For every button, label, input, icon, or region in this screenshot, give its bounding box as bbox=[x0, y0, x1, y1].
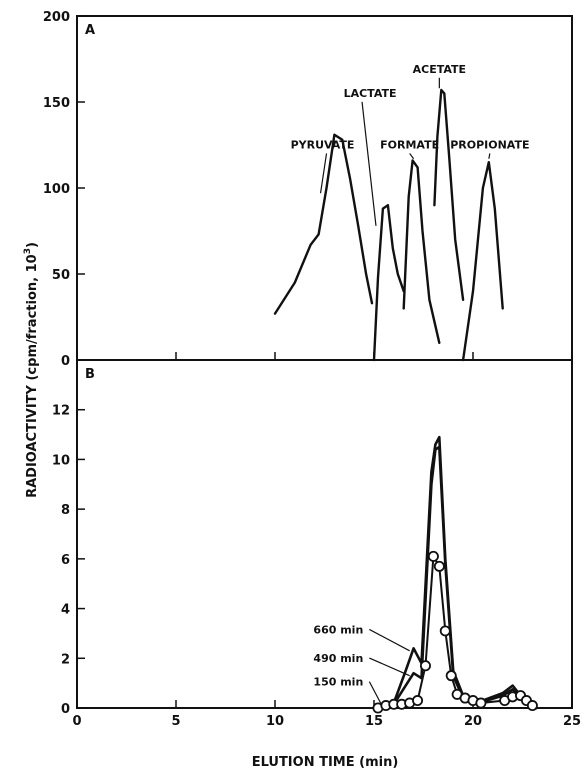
plot-frame bbox=[76, 359, 573, 709]
y-tick-label: 200 bbox=[43, 10, 70, 25]
data-point bbox=[412, 695, 424, 707]
x-tick-label: 15 bbox=[365, 714, 383, 729]
series-line-490-min bbox=[372, 445, 538, 710]
y-axis-label-exponent: 3 bbox=[23, 248, 33, 254]
series-line-acetate bbox=[433, 88, 465, 301]
x-tick-label: 20 bbox=[464, 714, 482, 729]
y-tick-label: 50 bbox=[52, 268, 70, 283]
series-line-660-min bbox=[372, 435, 538, 710]
panel-label: A bbox=[85, 23, 95, 38]
annotation-leader bbox=[488, 153, 491, 159]
series-line-formate bbox=[402, 159, 441, 344]
series-line-pyruvate bbox=[273, 133, 374, 315]
series-annotation: PYRUVATE bbox=[291, 138, 355, 151]
y-tick-label: 0 bbox=[61, 354, 70, 369]
annotation-leader bbox=[361, 101, 377, 226]
data-point bbox=[475, 697, 487, 709]
panel-b: 0 5 10 15 20 25 0 2 4 6 8 10 12 B 660 min 490 min 150 mi… bbox=[52, 359, 581, 729]
series-annotation: 490 min bbox=[313, 652, 363, 665]
series-annotation: FORMATE bbox=[380, 138, 439, 151]
annotation-leader bbox=[409, 153, 415, 160]
y-tick-label: 8 bbox=[61, 503, 70, 518]
series-line-lactate bbox=[372, 203, 405, 362]
annotation-leader bbox=[369, 628, 410, 652]
y-axis-label-close: ) bbox=[25, 242, 40, 248]
data-point bbox=[526, 700, 538, 712]
y-tick-label: 0 bbox=[61, 702, 70, 717]
series-annotation: PROPIONATE bbox=[450, 138, 529, 151]
y-axis-label-main: RADIOACTIVITY (cpm/fraction, 10 bbox=[25, 254, 40, 498]
y-tick-label: 6 bbox=[61, 553, 70, 568]
x-tick-label: 10 bbox=[266, 714, 284, 729]
y-axis-label: RADIOACTIVITY (cpm/fraction, 103) bbox=[23, 242, 40, 498]
panel-label: B bbox=[85, 367, 95, 382]
series-annotation: ACETATE bbox=[413, 63, 466, 76]
data-point bbox=[427, 550, 439, 562]
series-annotation: 150 min bbox=[313, 676, 363, 689]
y-tick-label: 12 bbox=[52, 404, 70, 419]
panel-a: 0 50 100 150 200 A PYRUVATE LACTATE FORMATE ACETA… bbox=[43, 10, 573, 369]
y-tick-label: 100 bbox=[43, 182, 70, 197]
y-tick-label: 4 bbox=[61, 603, 70, 618]
data-point bbox=[419, 660, 431, 672]
series-annotation: LACTATE bbox=[344, 87, 397, 100]
x-tick-label: 25 bbox=[563, 714, 581, 729]
annotation-leader bbox=[369, 657, 410, 677]
x-axis-label: ELUTION TIME (min) bbox=[252, 755, 399, 770]
series-line-propionate bbox=[461, 160, 504, 362]
y-tick-label: 2 bbox=[61, 652, 70, 667]
x-tick-label: 5 bbox=[171, 714, 180, 729]
data-point bbox=[439, 625, 451, 637]
annotation-leader bbox=[368, 681, 383, 706]
data-point bbox=[445, 670, 457, 682]
data-point bbox=[433, 560, 445, 572]
series-annotation: 660 min bbox=[313, 623, 363, 636]
annotation-leader bbox=[319, 153, 328, 194]
plot-frame bbox=[76, 15, 573, 361]
y-tick-label: 10 bbox=[52, 453, 70, 468]
x-tick-label: 0 bbox=[72, 714, 81, 729]
y-tick-label: 150 bbox=[43, 96, 70, 111]
